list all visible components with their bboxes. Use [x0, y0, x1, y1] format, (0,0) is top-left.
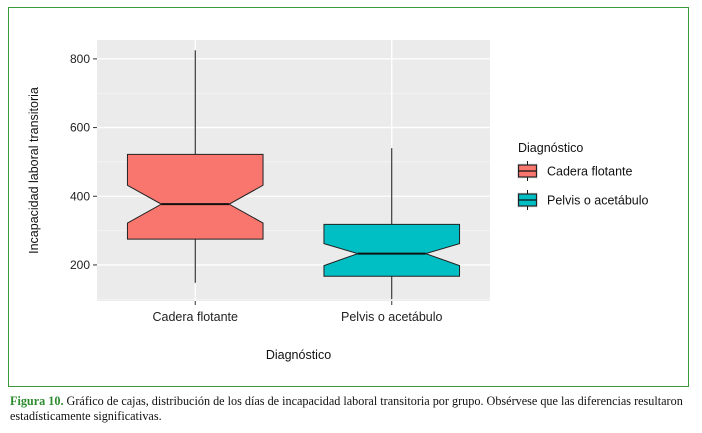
- y-tick-label: 400: [70, 189, 90, 203]
- boxes-layer: [126, 50, 461, 300]
- caption-label: Figura 10.: [10, 394, 64, 408]
- figure-frame: [8, 7, 689, 387]
- y-axis: 200 400 600 800: [70, 52, 97, 272]
- legend: Diagnóstico Cadera flotante Pelvis o acet…: [517, 141, 649, 210]
- x-tick-label: Pelvis o acetábulo: [341, 310, 443, 324]
- x-axis: Cadera flotante Pelvis o acetábulo: [153, 301, 443, 324]
- legend-key: [517, 190, 538, 210]
- y-tick-label: 800: [70, 52, 90, 66]
- box-body: [323, 223, 461, 277]
- legend-label: Pelvis o acetábulo: [547, 194, 649, 208]
- boxplot-chart: 200 400 600 800 Cadera flotante Pelvis o ace…: [27, 40, 649, 362]
- box-1: [126, 50, 264, 283]
- caption-text: Gráfico de cajas, distribución de los dí…: [10, 394, 683, 423]
- legend-key: [517, 161, 538, 181]
- box-2: [323, 148, 461, 300]
- x-axis-label: Diagnóstico: [266, 348, 331, 362]
- y-tick-label: 200: [70, 258, 90, 272]
- legend-title: Diagnóstico: [518, 141, 583, 155]
- box-body: [126, 153, 264, 240]
- y-axis-label: Incapacidad laboral transitoria: [27, 87, 41, 254]
- figure-caption: Figura 10. Gráfico de cajas, distribució…: [10, 394, 690, 424]
- legend-label: Cadera flotante: [547, 165, 633, 179]
- y-tick-label: 600: [70, 121, 90, 135]
- x-tick-label: Cadera flotante: [153, 310, 239, 324]
